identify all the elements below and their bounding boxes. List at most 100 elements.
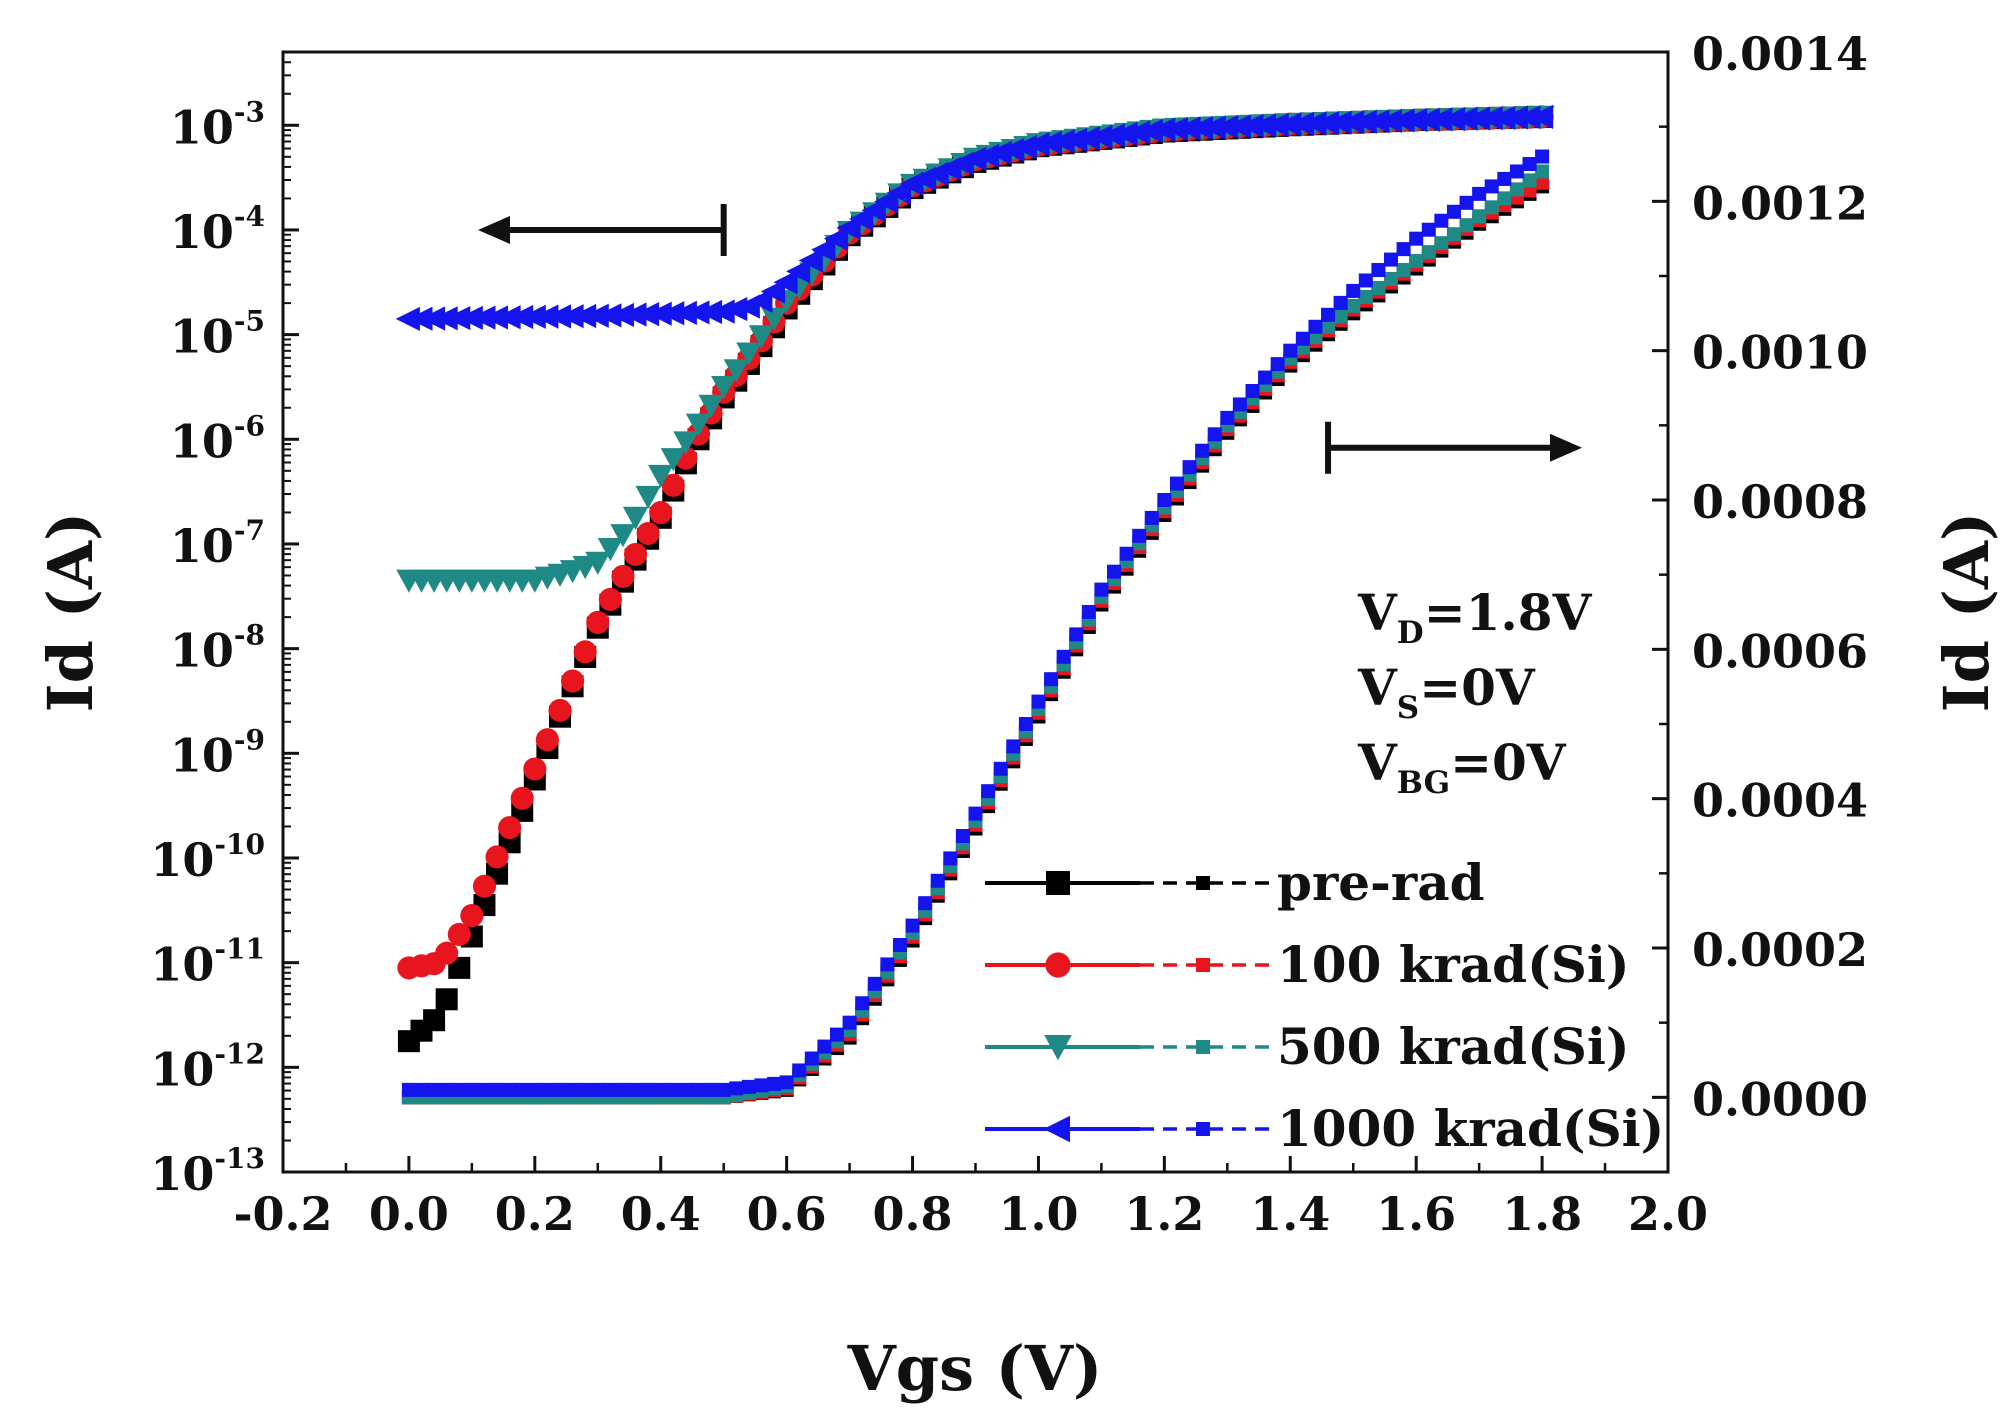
log-point	[559, 304, 584, 329]
log-point	[1377, 108, 1402, 133]
lin-point	[1333, 295, 1348, 310]
lin-point	[477, 1082, 492, 1097]
lin-point	[1220, 410, 1235, 425]
log-series	[397, 105, 1554, 980]
lin-point	[615, 1082, 630, 1097]
legend-log-marker	[1045, 952, 1071, 978]
log-point	[1025, 132, 1050, 157]
left-y-axis: 10-13 10-12 10-11 10-10 10-9 10-8 10-7 10-6 10-5…	[150, 51, 299, 1201]
log-point	[446, 305, 471, 331]
lin-point	[1396, 242, 1411, 257]
yr-tick-label: 0.0006	[1692, 624, 1868, 678]
legend-lin-marker	[1196, 958, 1210, 972]
lin-point	[490, 1082, 505, 1097]
lin-point	[729, 1081, 744, 1096]
lin-point	[1107, 564, 1121, 579]
lin-point	[704, 1082, 719, 1097]
lin-point	[1132, 528, 1147, 543]
lin-point	[401, 1082, 416, 1097]
log-point	[1100, 123, 1125, 148]
lin-point	[830, 1027, 844, 1042]
lin-point	[804, 1051, 819, 1066]
yr-tick-label: 0.0010	[1692, 326, 1868, 380]
log-series	[395, 104, 1554, 332]
log-point	[584, 303, 609, 328]
log-point	[798, 248, 823, 273]
log-point	[598, 587, 622, 611]
lin-point	[1522, 157, 1537, 171]
log-point	[1314, 110, 1340, 136]
log-point	[1402, 107, 1428, 133]
lin-point	[842, 1015, 857, 1030]
lin-point	[1434, 213, 1449, 228]
lin-point	[1446, 204, 1461, 219]
yr-tick-label: 0.0014	[1692, 27, 1868, 81]
log-point	[760, 279, 786, 304]
lin-point	[1207, 427, 1222, 442]
log-point	[1125, 120, 1151, 145]
yl-tick-label: 10-12	[150, 1037, 265, 1096]
lin-point	[1535, 164, 1550, 179]
log-point	[423, 1009, 446, 1032]
lin-point	[427, 1082, 442, 1097]
log-point	[685, 300, 710, 325]
log-point	[1465, 106, 1491, 131]
yl-tick-label: 10-5	[170, 305, 265, 364]
log-point	[561, 669, 585, 693]
lin-point	[1371, 280, 1386, 295]
log-point	[597, 537, 624, 562]
lin-point	[515, 1082, 530, 1097]
log-point	[1088, 124, 1113, 149]
lin-point	[880, 957, 895, 972]
log-point	[1063, 127, 1088, 152]
log-point	[673, 431, 699, 455]
log-point	[585, 551, 611, 575]
lin-point	[754, 1078, 769, 1093]
log-point	[636, 521, 660, 546]
lin-point	[1472, 209, 1487, 224]
x-tick-label: 1.4	[1250, 1187, 1330, 1241]
log-point	[472, 874, 497, 898]
lin-point	[678, 1082, 693, 1097]
log-point	[660, 301, 685, 326]
lin-point	[578, 1082, 593, 1097]
lin-point	[1346, 298, 1361, 313]
lin-point	[666, 1082, 681, 1097]
right-arrow-head	[1550, 433, 1582, 462]
lin-point	[767, 1076, 782, 1091]
lin-point	[1258, 370, 1273, 385]
log-point	[1050, 129, 1075, 154]
log-point	[1037, 130, 1063, 155]
x-tick-label: 1.6	[1376, 1187, 1456, 1241]
yl-tick-label: 10-3	[170, 95, 265, 154]
log-point	[1239, 113, 1264, 138]
x-tick-label: 1.2	[1124, 1187, 1204, 1241]
lin-point	[1283, 343, 1298, 358]
log-point	[622, 302, 647, 327]
legend-log-marker	[1046, 871, 1070, 895]
log-point	[1289, 111, 1314, 136]
lin-point	[955, 829, 970, 843]
log-point	[786, 259, 811, 284]
log-point	[748, 288, 773, 313]
yr-tick-label: 0.0002	[1692, 923, 1868, 977]
yl-tick-label: 10-7	[170, 514, 265, 573]
log-point	[1491, 105, 1516, 130]
log-scale-series	[395, 104, 1555, 1053]
x-tick-label: 0.8	[873, 1187, 953, 1241]
log-point	[1478, 106, 1503, 131]
lin-point	[1358, 273, 1373, 288]
log-point	[1302, 111, 1327, 136]
yr-tick-label: 0.0012	[1692, 176, 1868, 230]
axis-arrows	[478, 203, 1582, 474]
log-point	[710, 299, 735, 324]
log-point	[748, 325, 775, 349]
legend-lin-marker	[1196, 876, 1210, 890]
log-point	[1340, 110, 1365, 135]
log-point	[697, 299, 723, 325]
log-point	[1251, 113, 1277, 138]
lin-point	[1509, 182, 1524, 197]
yl-tick-label: 10-13	[150, 1142, 265, 1201]
lin-point	[1182, 460, 1197, 475]
log-point	[485, 845, 509, 869]
